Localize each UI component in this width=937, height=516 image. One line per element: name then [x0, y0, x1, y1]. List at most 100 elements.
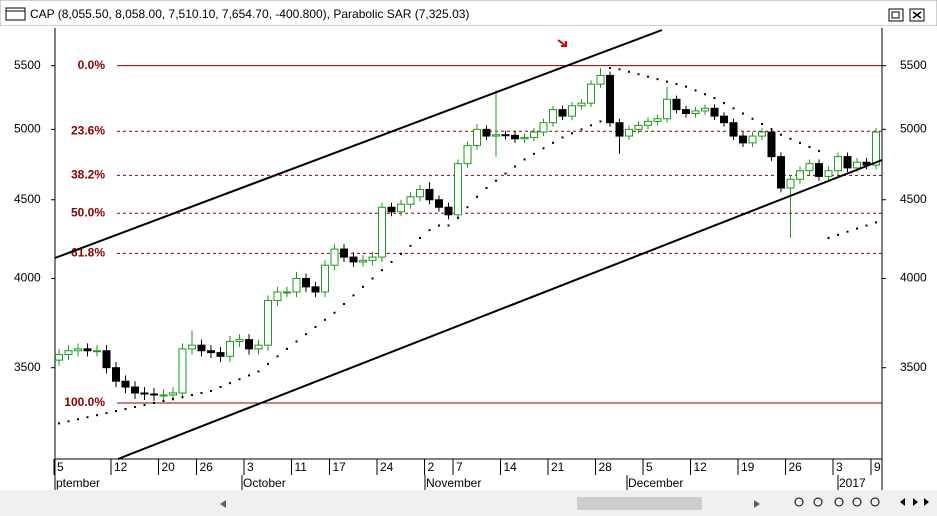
- zoom-in[interactable]: [852, 497, 862, 507]
- candle-body: [216, 352, 225, 357]
- sar-dot: [504, 172, 507, 175]
- sar-dot: [419, 236, 421, 239]
- fib-label: 38.2%: [71, 168, 105, 182]
- y-tick-label-left: 3500: [14, 360, 41, 374]
- candle-body: [625, 128, 633, 137]
- sar-dot: [856, 227, 858, 230]
- x-tick-label: 26: [789, 460, 803, 474]
- scroll-right[interactable]: [754, 500, 760, 508]
- sar-dot: [428, 229, 431, 232]
- fib-label: 0.0%: [78, 58, 106, 72]
- x-tick-label: 2: [428, 460, 435, 474]
- candle-body: [273, 291, 282, 302]
- sar-dot: [438, 224, 440, 227]
- sar-dot: [400, 252, 402, 255]
- y-tick-label-left: 5500: [14, 58, 41, 72]
- sar-dot: [105, 412, 108, 415]
- sar-dot: [770, 128, 773, 131]
- candle-body: [330, 248, 339, 266]
- candle-body: [397, 203, 405, 213]
- sar-dot: [67, 420, 70, 423]
- candle-body: [710, 107, 719, 117]
- sar-dot: [875, 221, 877, 224]
- scroll-left[interactable]: [220, 500, 226, 508]
- sar-dot: [324, 318, 326, 321]
- sar-dot: [799, 141, 801, 144]
- candle-body: [150, 393, 158, 396]
- month-label: November: [426, 476, 481, 490]
- zoom-out[interactable]: [794, 497, 804, 507]
- candle-body: [815, 163, 823, 177]
- sar-dot: [390, 260, 393, 263]
- candle-body: [492, 134, 500, 137]
- sar-dot: [580, 128, 583, 131]
- x-tick-label: 5: [57, 460, 64, 474]
- sar-dot: [732, 107, 735, 110]
- candle-body: [843, 156, 852, 169]
- sar-dot: [77, 418, 79, 421]
- fib-label: 100.0%: [64, 395, 105, 409]
- nav-prev[interactable]: [900, 498, 905, 506]
- zoom-minus[interactable]: [834, 497, 844, 507]
- scroll-thumb[interactable]: [577, 497, 702, 510]
- candle-body: [482, 128, 491, 137]
- zoom-reset[interactable]: [813, 497, 823, 507]
- x-tick-label: 5: [646, 460, 653, 474]
- zoom-plus[interactable]: [870, 497, 880, 507]
- sar-dot: [599, 120, 602, 123]
- month-label: 2017: [839, 476, 866, 490]
- candle-body: [872, 131, 880, 166]
- sar-dot: [162, 399, 165, 402]
- sar-dot: [58, 422, 60, 425]
- candle-body: [786, 178, 795, 189]
- candle-body: [93, 350, 101, 353]
- candle-body: [131, 386, 139, 394]
- candle-body: [834, 156, 842, 172]
- sar-dot: [286, 347, 288, 350]
- sar-dot: [485, 186, 488, 189]
- close-button[interactable]: [909, 8, 925, 22]
- restore-button[interactable]: [888, 8, 904, 22]
- sar-dot: [704, 93, 706, 96]
- fib-label: 61.8%: [71, 246, 105, 260]
- candle-body: [444, 206, 453, 216]
- candle-body: [758, 131, 766, 137]
- sar-dot: [495, 179, 497, 182]
- x-tick-label: 19: [741, 460, 755, 474]
- sar-dot: [295, 340, 298, 343]
- y-tick-label-left: 4500: [14, 192, 41, 206]
- sar-dot: [742, 112, 744, 115]
- sar-dot: [409, 244, 412, 247]
- candle-body: [283, 291, 291, 294]
- candle-body: [254, 344, 263, 350]
- y-tick-label-right: 5000: [900, 122, 927, 136]
- candle-body: [311, 286, 320, 293]
- sar-dot: [248, 374, 250, 377]
- sar-dot: [846, 230, 849, 233]
- sar-dot: [276, 355, 279, 358]
- candle-body: [691, 110, 700, 115]
- x-tick-label: 14: [504, 460, 518, 474]
- candle-body: [435, 199, 443, 208]
- sar-dot: [818, 150, 820, 153]
- x-tick-label: 9: [874, 460, 881, 474]
- sar-dot: [694, 89, 697, 92]
- sar-dot: [571, 132, 573, 135]
- y-tick-label-left: 5000: [14, 122, 41, 136]
- candle-body: [530, 131, 538, 138]
- sar-dot: [713, 97, 716, 100]
- nav-next[interactable]: [913, 498, 918, 506]
- sar-dot: [305, 333, 307, 336]
- candle-body: [653, 118, 662, 122]
- nav-end[interactable]: [924, 498, 929, 506]
- candle-body: [178, 348, 187, 394]
- x-tick-label: 11: [295, 460, 308, 474]
- sar-dot: [751, 117, 754, 120]
- candle-body: [416, 188, 424, 198]
- sar-dot: [533, 152, 535, 155]
- candle-body: [634, 124, 643, 130]
- candle-body: [615, 122, 624, 137]
- sar-dot: [523, 158, 526, 161]
- x-tick-label: 26: [200, 460, 214, 474]
